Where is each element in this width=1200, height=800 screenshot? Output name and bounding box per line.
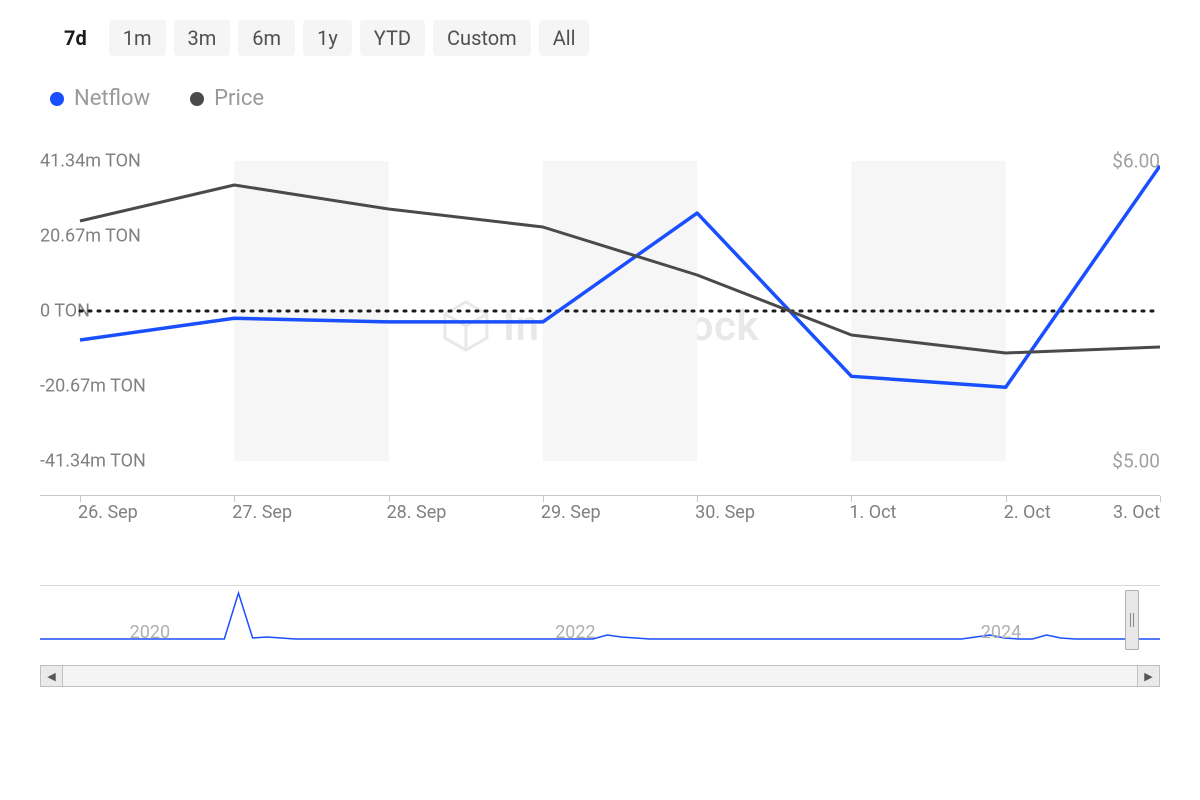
chart-legend: Netflow Price [50, 86, 1160, 111]
triangle-left-icon: ◀ [47, 670, 55, 683]
x-tick-label: 29. Sep [541, 502, 601, 523]
main-chart: IntoTheBlock 41.34m TON20.67m TON0 TON-2… [40, 161, 1160, 491]
x-tick [1160, 496, 1161, 502]
navigator-scrollbar[interactable]: ◀ ▶ [40, 665, 1160, 687]
legend-dot-icon [190, 92, 204, 106]
x-tick-label: 30. Sep [695, 502, 755, 523]
x-tick-label: 1. Oct [849, 502, 896, 523]
legend-label: Netflow [74, 86, 150, 111]
x-tick-label: 26. Sep [78, 502, 138, 523]
range-tab-ytd[interactable]: YTD [360, 20, 425, 56]
range-tab-7d[interactable]: 7d [50, 20, 101, 56]
range-tab-custom[interactable]: Custom [433, 20, 531, 56]
navigator-handle[interactable] [1125, 590, 1139, 650]
legend-dot-icon [50, 92, 64, 106]
legend-item-netflow[interactable]: Netflow [50, 86, 150, 111]
range-navigator[interactable]: 2020 2022 2024 [40, 585, 1160, 665]
chart-canvas [40, 161, 1160, 461]
x-tick-label: 28. Sep [387, 502, 447, 523]
x-axis: 26. Sep 27. Sep 28. Sep 29. Sep 30. Sep 1. Oc… [40, 495, 1160, 525]
range-tab-1y[interactable]: 1y [303, 20, 352, 56]
scroll-left-button[interactable]: ◀ [41, 666, 63, 686]
range-tab-6m[interactable]: 6m [238, 20, 295, 56]
navigator-sparkline [40, 586, 1160, 654]
time-range-tabs: 7d1m3m6m1yYTDCustomAll [50, 20, 1160, 56]
legend-label: Price [214, 86, 264, 111]
x-tick-label: 2. Oct [1004, 502, 1051, 523]
x-tick-label: 3. Oct [1113, 502, 1160, 523]
legend-item-price[interactable]: Price [190, 86, 264, 111]
range-tab-all[interactable]: All [539, 20, 590, 56]
navigator-year-label: 2024 [981, 622, 1021, 643]
triangle-right-icon: ▶ [1144, 670, 1152, 683]
navigator-year-label: 2020 [130, 622, 170, 643]
navigator-year-label: 2022 [555, 622, 595, 643]
range-tab-3m[interactable]: 3m [174, 20, 231, 56]
scroll-right-button[interactable]: ▶ [1137, 666, 1159, 686]
x-tick-label: 27. Sep [232, 502, 292, 523]
range-tab-1m[interactable]: 1m [109, 20, 166, 56]
scroll-track[interactable] [63, 666, 1137, 686]
